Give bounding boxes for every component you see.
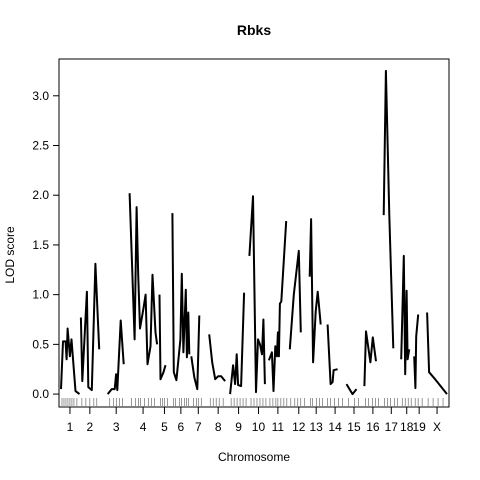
plot-frame bbox=[58, 58, 450, 408]
lod-line-chr-9 bbox=[229, 292, 246, 395]
lod-line-chr-19 bbox=[413, 314, 420, 390]
lod-line-chr-13 bbox=[308, 218, 322, 364]
x-tick-label: 16 bbox=[366, 420, 380, 434]
x-tick-label: X bbox=[433, 420, 441, 434]
lod-line-chr-12 bbox=[288, 249, 302, 350]
x-tick-label: 19 bbox=[412, 420, 426, 434]
chart-title: Rbks bbox=[237, 22, 271, 38]
x-tick-label: 13 bbox=[310, 420, 324, 434]
plot-box bbox=[58, 58, 450, 408]
y-tick-label: 2.0 bbox=[32, 188, 49, 202]
lod-line-chr-17 bbox=[382, 69, 395, 349]
lod-line-chr-7 bbox=[190, 315, 201, 391]
y-tick-label: 1.0 bbox=[32, 288, 49, 302]
x-tick-label: 7 bbox=[195, 420, 202, 434]
x-tick-label: 1 bbox=[67, 420, 74, 434]
lod-line-chr-10 bbox=[248, 195, 266, 394]
y-axis-label: LOD score bbox=[3, 226, 17, 284]
x-tick-label: 3 bbox=[113, 420, 120, 434]
y-tick-label: 2.5 bbox=[32, 139, 49, 153]
lod-line-chr-3 bbox=[106, 319, 125, 395]
x-tick-label: 6 bbox=[178, 420, 185, 434]
x-tick-label: 2 bbox=[86, 420, 93, 434]
x-tick-label: 4 bbox=[140, 420, 147, 434]
x-tick-label: 14 bbox=[328, 420, 342, 434]
lod-line-chr-2 bbox=[79, 262, 101, 392]
x-tick-label: 12 bbox=[292, 420, 306, 434]
y-tick-label: 3.0 bbox=[32, 89, 49, 103]
lod-curves bbox=[60, 69, 448, 396]
lod-line-chr-16 bbox=[363, 330, 377, 387]
x-tick-label: 17 bbox=[385, 420, 399, 434]
y-tick-label: 0.5 bbox=[32, 337, 49, 351]
lod-line-chr-14 bbox=[326, 324, 338, 386]
lod-line-chr-1 bbox=[60, 327, 81, 395]
lod-line-chr-5 bbox=[158, 294, 167, 381]
x-tick-label: 9 bbox=[235, 420, 242, 434]
lod-line-chr-18 bbox=[400, 254, 411, 376]
x-axis: 1 2 3 4 5 6 7 8 9 10 11 12 13 14 15 16 17 18 19 X bbox=[67, 407, 441, 434]
y-axis: 0.0 0.5 1.0 1.5 2.0 2.5 3.0 bbox=[32, 89, 59, 401]
x-tick-label: 10 bbox=[252, 420, 266, 434]
x-tick-label: 11 bbox=[272, 420, 285, 434]
marker-ticks bbox=[61, 398, 444, 406]
lod-line-chr-4 bbox=[128, 193, 159, 366]
y-tick-label: 0.0 bbox=[32, 387, 49, 401]
lod-line-chr-X bbox=[426, 312, 448, 395]
lod-line-chr-6 bbox=[171, 213, 191, 382]
x-tick-label: 15 bbox=[347, 420, 361, 434]
y-tick-label: 1.5 bbox=[32, 238, 49, 252]
x-tick-label: 5 bbox=[161, 420, 168, 434]
lod-line-chr-8 bbox=[208, 334, 226, 382]
x-axis-label: Chromosome bbox=[218, 450, 290, 464]
lod-line-chr-11 bbox=[267, 221, 288, 393]
lod-line-chr-15 bbox=[345, 383, 358, 396]
x-tick-label: 18 bbox=[400, 420, 414, 434]
x-tick-label: 8 bbox=[215, 420, 222, 434]
